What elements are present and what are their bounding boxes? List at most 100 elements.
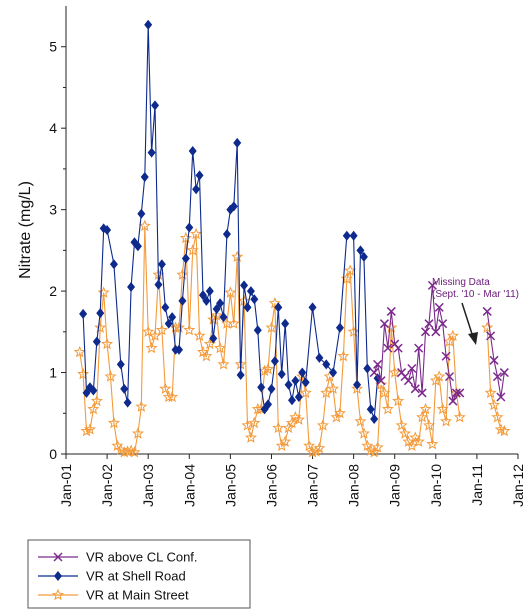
data-point <box>233 137 242 148</box>
data-point <box>434 302 444 312</box>
data-point <box>121 445 134 457</box>
data-point <box>137 208 146 219</box>
data-point <box>368 446 381 458</box>
data-point <box>316 419 329 431</box>
data-point <box>303 439 316 451</box>
x-stroke <box>383 343 393 353</box>
data-point <box>320 386 333 399</box>
data-point <box>498 424 511 437</box>
data-point <box>83 423 96 435</box>
data-point <box>496 392 506 402</box>
data-point <box>376 376 386 386</box>
annotation-line-2: (Sept. '10 - Mar '11) <box>432 289 519 300</box>
data-point <box>217 358 230 370</box>
data-point <box>282 421 295 434</box>
data-point <box>250 294 259 305</box>
legend-marker <box>54 571 62 581</box>
data-point <box>155 323 168 336</box>
data-point <box>142 325 155 338</box>
legend-item-vr-at-shell-road: VR at Shell Road <box>38 569 186 584</box>
data-point <box>179 231 192 244</box>
data-point <box>151 100 160 111</box>
x-stroke <box>369 368 379 378</box>
x-stroke <box>451 388 461 398</box>
data-point <box>193 329 206 341</box>
data-point <box>349 230 358 241</box>
data-point <box>284 379 293 390</box>
axes: 0 1 2 3 4 5 Jan-01 Jan-02 Jan-03 Jan-04 Jan-05 Jan-… <box>17 6 526 507</box>
data-point <box>484 386 497 399</box>
x-tick-label: Jan-05 <box>222 464 238 507</box>
x-stroke <box>376 376 386 386</box>
data-point <box>92 336 101 347</box>
data-point <box>424 319 434 329</box>
data-point <box>309 445 322 457</box>
data-point <box>264 399 273 410</box>
data-point <box>246 286 255 297</box>
data-point <box>403 376 413 386</box>
data-point <box>100 337 114 350</box>
x-tick-label: Jan-09 <box>387 464 403 507</box>
data-point <box>131 427 145 439</box>
data-point <box>291 375 300 386</box>
data-point <box>354 415 367 427</box>
data-point <box>353 379 362 390</box>
data-point <box>227 317 240 329</box>
data-point <box>444 372 455 382</box>
data-point <box>157 259 166 270</box>
data-point <box>183 323 196 336</box>
data-point <box>73 345 86 358</box>
x-tick-label: Jan-06 <box>263 464 279 507</box>
series-vr-at-shell-road <box>79 19 382 424</box>
data-point <box>450 386 463 399</box>
data-point <box>154 279 163 290</box>
x-stroke <box>373 359 383 369</box>
data-point <box>236 369 245 380</box>
data-point <box>138 219 151 232</box>
x-stroke <box>421 327 431 337</box>
data-point <box>288 395 296 406</box>
legend-item-vr-above-cl-conf: VR above CL Conf. <box>38 550 198 565</box>
data-point <box>244 431 257 443</box>
data-point <box>274 302 283 313</box>
y-tick-label: 3 <box>49 202 57 218</box>
data-point <box>109 259 118 270</box>
data-point <box>224 286 237 298</box>
data-point <box>222 229 231 240</box>
data-point <box>135 400 148 412</box>
data-point <box>383 343 393 353</box>
data-point <box>363 363 372 374</box>
data-point <box>195 170 204 181</box>
data-point <box>169 321 182 333</box>
annotation-arrow-head <box>468 332 478 345</box>
data-point <box>240 280 249 291</box>
x-stroke <box>431 327 441 337</box>
data-point <box>329 367 338 378</box>
legend-item-vr-at-main-street: VR at Main Street <box>38 588 189 603</box>
series-line <box>82 24 379 420</box>
x-stroke <box>434 302 444 312</box>
data-point <box>448 396 458 406</box>
data-point <box>433 370 446 382</box>
x-tick-label: Jan-10 <box>428 464 444 507</box>
y-tick-label: 1 <box>49 365 57 381</box>
data-point <box>267 383 276 394</box>
data-point <box>90 394 103 407</box>
series-line <box>373 285 460 404</box>
y-tick-label: 2 <box>49 283 57 299</box>
legend-label: VR above CL Conf. <box>86 550 198 565</box>
x-tick-label: Jan-08 <box>346 464 362 507</box>
annotation-line-1: Missing Data <box>432 277 490 288</box>
x-tick-label: Jan-03 <box>140 464 156 507</box>
annotation-arrow-line <box>461 302 474 338</box>
series-vr-above-cl-conf <box>369 280 509 406</box>
data-point <box>107 416 121 429</box>
data-point <box>277 369 286 380</box>
missing-data-annotation: Missing Data (Sept. '10 - Mar '11) <box>432 277 519 345</box>
x-tick-label: Jan-07 <box>305 464 321 507</box>
x-stroke <box>455 388 465 398</box>
x-stroke <box>448 396 458 406</box>
x-stroke <box>386 306 396 316</box>
data-point <box>176 268 189 280</box>
data-point <box>270 356 279 367</box>
